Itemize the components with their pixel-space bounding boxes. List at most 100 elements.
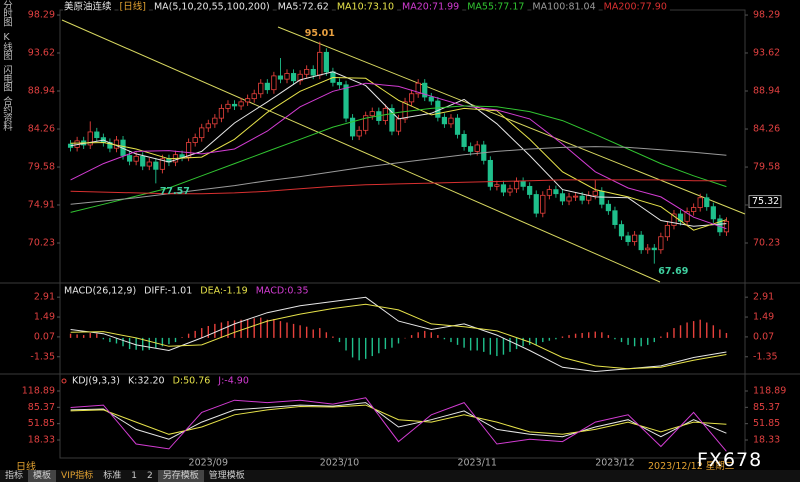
macd-bar <box>640 337 642 347</box>
toolbar-item[interactable]: VIP指标 <box>61 471 94 481</box>
macd-bar <box>561 336 564 338</box>
macd-bar <box>220 322 223 338</box>
y-tick-label: 98.29 <box>753 10 780 21</box>
toolbar-item[interactable]: 管理模板 <box>208 471 245 481</box>
macd-bar <box>312 329 314 338</box>
macd-bar <box>142 337 144 351</box>
candle-body <box>487 159 493 187</box>
legend-entry: K:32.20 <box>128 376 165 387</box>
legend-bg <box>531 1 599 13</box>
legend-entry: MA10:73.10 <box>337 2 394 13</box>
y-tick-label: 84.26 <box>753 124 780 135</box>
toolbar-item[interactable]: 指标 <box>5 471 24 481</box>
toolbar-item[interactable]: 模板 <box>28 470 57 482</box>
macd-bar <box>660 336 662 338</box>
legend-entry: MA20:71.99 <box>402 2 459 13</box>
candle-body <box>540 194 546 214</box>
toolbar-item[interactable]: 标准 <box>103 471 122 481</box>
extreme-label: 67.69 <box>658 266 688 277</box>
y-tick-label: -1.35 <box>30 351 55 362</box>
candle-body <box>317 51 323 76</box>
y-tick-label: 18.33 <box>28 434 55 445</box>
candle-body <box>310 68 316 76</box>
candle-body <box>559 193 566 202</box>
y-tick-label: 70.23 <box>28 238 55 249</box>
macd-bar <box>299 325 301 338</box>
macd-bar <box>351 337 354 358</box>
candle-body <box>468 146 474 152</box>
candle-body <box>199 127 205 139</box>
indicator-line <box>70 82 727 230</box>
candle-body <box>133 155 139 162</box>
background <box>0 0 800 470</box>
candle-body <box>179 154 185 158</box>
macd-bar <box>633 337 636 347</box>
indicator-line <box>70 404 727 435</box>
legend-bg <box>217 375 252 387</box>
candle-body <box>409 93 415 103</box>
y-tick-label: 1.49 <box>753 312 774 323</box>
macd-bar <box>417 332 419 338</box>
macd-bar <box>489 337 492 355</box>
toolbar: 指标 模板 VIP指标 标准 1 2 另存模板 管理模板 <box>0 470 800 482</box>
macd-bar <box>496 337 498 357</box>
toolbar-item[interactable]: 另存模板 <box>157 470 204 482</box>
y-tick-label: 118.89 <box>22 386 55 397</box>
macd-bar <box>273 318 275 338</box>
candle-body <box>704 197 710 208</box>
candle-body <box>192 137 198 143</box>
indicator-line <box>70 402 727 440</box>
macd-bar <box>574 333 577 338</box>
indicator-name: MACD(26,12,9) <box>64 286 136 297</box>
macd-bar <box>246 318 249 338</box>
macd-bar <box>161 337 164 347</box>
sidebar-tab[interactable]: 分时图 <box>1 0 12 26</box>
legend-bg <box>602 1 670 13</box>
macd-bar <box>76 334 78 338</box>
candle-body <box>87 131 93 146</box>
candle-body <box>448 117 454 125</box>
candle-body <box>218 107 225 119</box>
macd-bar <box>253 318 255 338</box>
macd-bar <box>614 337 616 340</box>
macd-bar <box>109 337 111 343</box>
y-tick-label: 85.37 <box>28 402 55 413</box>
sidebar-tab[interactable]: 合约资料 <box>1 96 12 130</box>
candle-body <box>572 195 579 198</box>
toolbar-item[interactable]: 2 <box>147 471 153 481</box>
y-tick-label: 84.26 <box>28 124 55 135</box>
candle-body <box>304 68 310 75</box>
macd-bar <box>181 337 183 338</box>
candle-body <box>691 207 697 212</box>
candle-body <box>441 116 448 125</box>
indicator-line <box>70 105 727 213</box>
candle-body <box>212 117 218 125</box>
macd-bar <box>266 319 269 338</box>
toolbar-item[interactable]: 1 <box>131 471 138 481</box>
indicator-line <box>70 146 727 205</box>
period-label[interactable]: 日线 <box>16 462 36 473</box>
sidebar-tab[interactable]: 闪电图 <box>1 64 12 91</box>
candle-body <box>356 129 362 137</box>
macd-bar <box>174 337 177 343</box>
macd-bar <box>463 337 465 348</box>
candle-body <box>507 188 513 193</box>
candle-body <box>264 82 270 91</box>
legend-bg <box>63 285 140 297</box>
macd-bar <box>515 337 518 350</box>
date-label: 2023/12/12 星期二 <box>648 461 735 472</box>
legend-entry: D:50.76 <box>173 376 211 387</box>
macd-bar <box>319 328 321 338</box>
price-marker-box <box>748 195 782 209</box>
macd-bar <box>522 337 524 347</box>
candle-body <box>618 224 625 237</box>
candle-body <box>454 117 461 135</box>
legend-bg <box>254 285 312 297</box>
candle-body <box>186 142 192 158</box>
y-tick-label: 2.91 <box>753 292 774 303</box>
sidebar-tab[interactable]: K线图 <box>1 31 12 59</box>
y-tick-label: 85.37 <box>753 402 780 413</box>
macd-bar <box>187 333 190 338</box>
y-tick-label: 51.85 <box>28 418 55 429</box>
